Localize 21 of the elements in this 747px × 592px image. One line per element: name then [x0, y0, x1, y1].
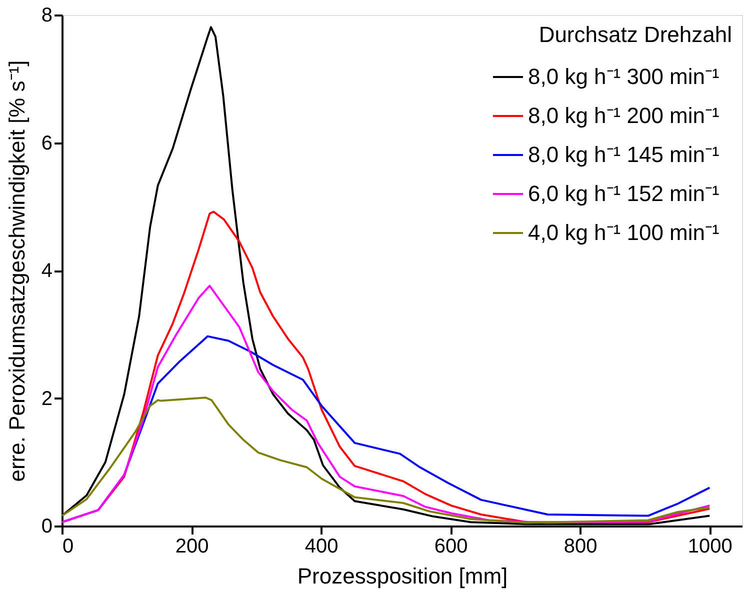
y-tick-label: 0 — [41, 516, 52, 538]
x-tick-label: 200 — [175, 536, 209, 558]
x-tick-label: 1000 — [688, 536, 732, 558]
x-tick-label: 0 — [62, 536, 74, 558]
y-tick-label: 2 — [41, 388, 52, 410]
y-tick-label: 8 — [41, 4, 52, 26]
legend-label: 4,0 kg h⁻¹ 100 min⁻¹ — [528, 220, 720, 245]
legend-label: 8,0 kg h⁻¹ 200 min⁻¹ — [528, 103, 720, 128]
y-tick-label: 6 — [41, 132, 52, 154]
x-tick-label: 600 — [434, 536, 468, 558]
line-series — [61, 284, 711, 524]
y-tick-label: 4 — [41, 260, 52, 282]
x-tick-label: 800 — [564, 536, 598, 558]
legend-label: 6,0 kg h⁻¹ 152 min⁻¹ — [528, 181, 720, 206]
y-axis-title: erre. Peroxidumsatzgeschwindigkeit [% s⁻¹] — [4, 60, 30, 482]
line-series — [61, 396, 711, 524]
legend-label: 8,0 kg h⁻¹ 145 min⁻¹ — [528, 142, 720, 167]
x-axis-title: Prozessposition [mm] — [297, 564, 508, 588]
x-tick-label: 400 — [304, 536, 338, 558]
legend-title: Durchsatz Drehzahl — [538, 22, 732, 47]
legend-label: 8,0 kg h⁻¹ 300 min⁻¹ — [528, 64, 720, 89]
